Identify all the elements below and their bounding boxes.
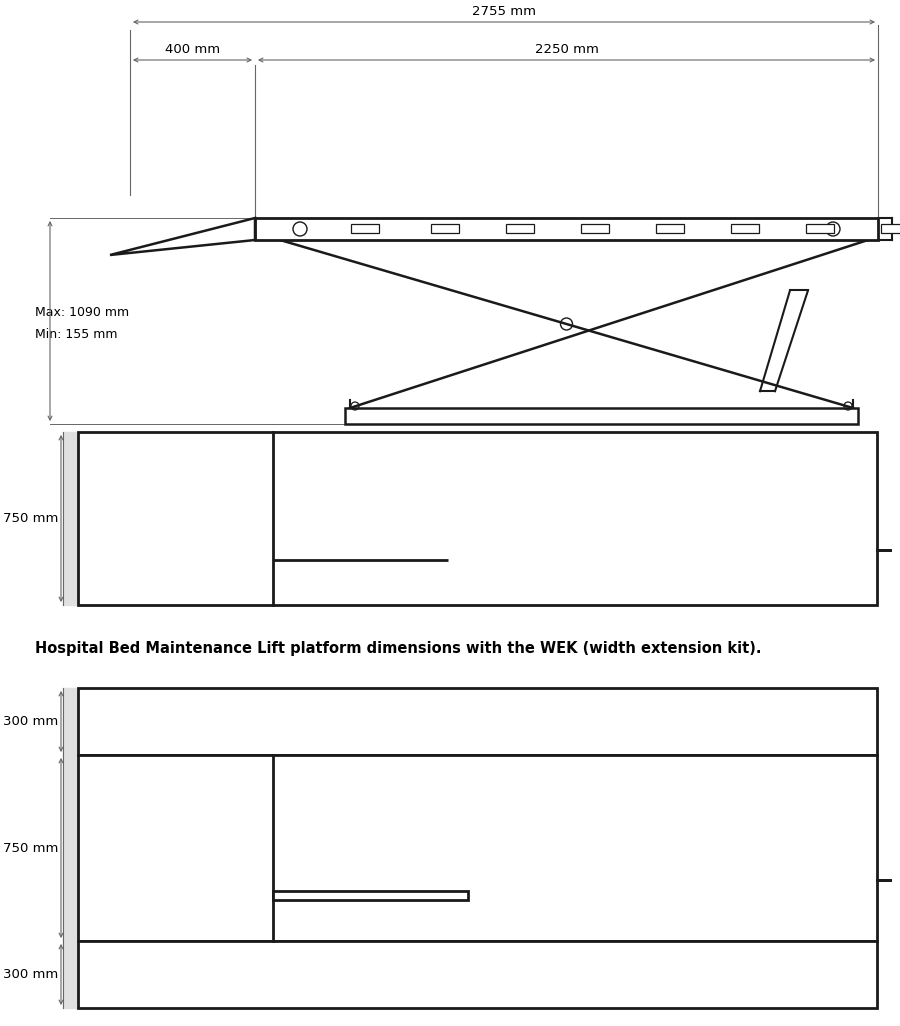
Bar [273,891,468,900]
Text: Min: 155 mm: Min: 155 mm [35,327,118,341]
Text: 2755 mm: 2755 mm [472,5,536,18]
Text: 2250 mm: 2250 mm [535,43,599,56]
Text: 750 mm: 750 mm [3,841,58,855]
Bar [78,432,877,605]
Bar [431,224,459,233]
Text: 300 mm: 300 mm [3,715,58,728]
Bar [881,224,900,233]
Bar [806,224,834,233]
Bar [255,218,878,240]
Bar [345,408,858,424]
Bar [581,224,609,233]
Bar [78,755,877,941]
Bar [656,224,684,233]
Text: Hospital Bed Maintenance Lift platform dimensions with the WEK (width extension : Hospital Bed Maintenance Lift platform d… [35,640,761,656]
Bar [351,224,379,233]
Text: 750 mm: 750 mm [3,512,58,525]
Bar [78,688,877,755]
Text: 300 mm: 300 mm [3,968,58,981]
Text: Max: 1090 mm: Max: 1090 mm [35,306,129,318]
Text: 400 mm: 400 mm [165,43,220,56]
Bar [506,224,534,233]
Bar [78,941,877,1008]
Bar [731,224,759,233]
